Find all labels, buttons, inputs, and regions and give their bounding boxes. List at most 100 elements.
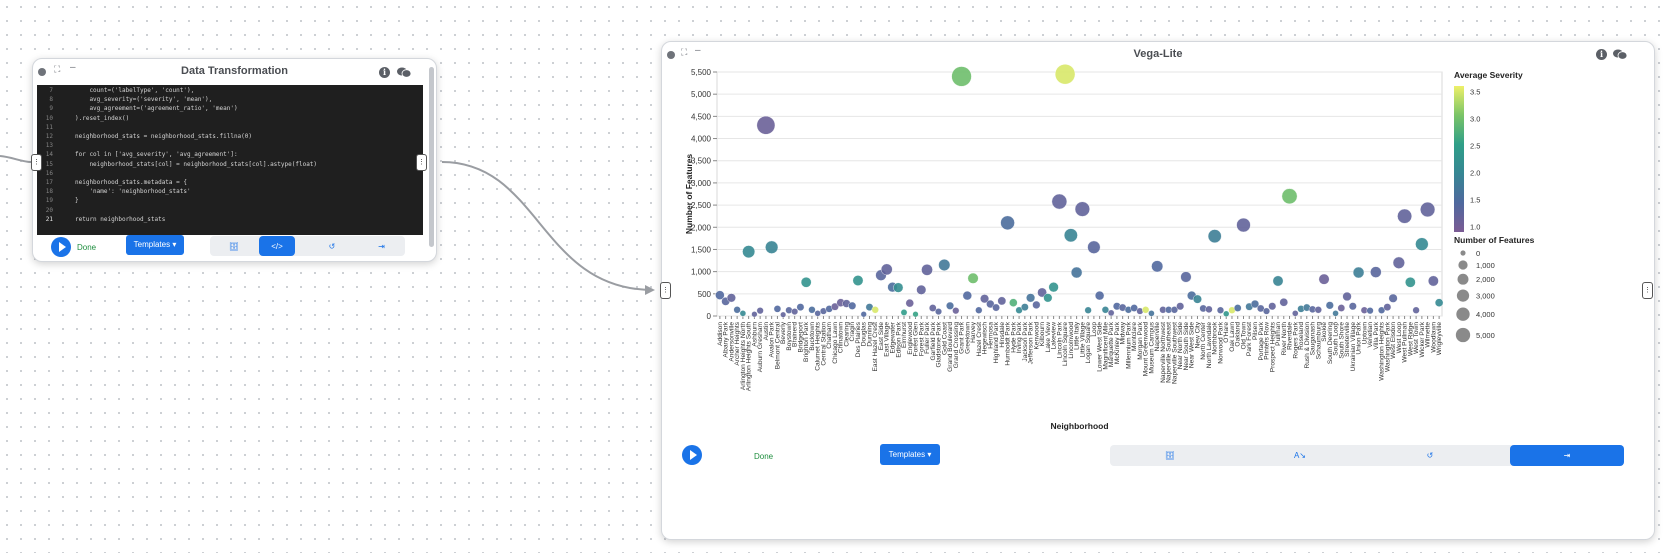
- size-legend-circle: [1456, 289, 1470, 302]
- code-tool-button[interactable]: </>: [259, 236, 295, 256]
- code-line[interactable]: 12 neighborhood_stats = neighborhood_stat…: [37, 132, 423, 141]
- x-tick-label: Highland Park: [993, 321, 1000, 363]
- x-tick-label: Gladstone Park: [936, 321, 943, 367]
- line-number: 9: [49, 105, 53, 113]
- input-handle[interactable]: ⋮: [31, 154, 42, 171]
- code-line[interactable]: 10).reset_index(): [37, 114, 423, 123]
- x-tick-label: Norwood Park: [1217, 321, 1224, 363]
- y-axis-title: Number of Features: [684, 154, 694, 235]
- code-line[interactable]: 20: [37, 206, 423, 215]
- minimize-icon[interactable]: –: [695, 45, 701, 56]
- x-tick-label: Grand Crossing: [953, 322, 960, 369]
- code-line[interactable]: 18 'name': 'neighborhood_stats': [37, 187, 423, 196]
- data-point: [1377, 306, 1386, 314]
- info-icon[interactable]: i: [379, 67, 390, 78]
- code-line[interactable]: 19}: [37, 196, 423, 205]
- code-line[interactable]: 8 avg_severity=('severity', 'mean'),: [37, 95, 423, 104]
- data-point: [871, 306, 879, 314]
- x-tick-label: River North: [1281, 322, 1288, 356]
- comments-icon[interactable]: [1613, 49, 1627, 60]
- data-point: [1043, 293, 1053, 303]
- minimize-icon[interactable]: –: [70, 62, 76, 73]
- node-header[interactable]: ⛶ – Data Transformation i: [33, 59, 436, 85]
- window-dot-icon[interactable]: [38, 68, 46, 76]
- x-tick-label: Loop: [1091, 322, 1098, 337]
- templates-button[interactable]: Templates ▾: [126, 235, 184, 255]
- info-icon[interactable]: i: [1596, 49, 1607, 60]
- database-tool-button[interactable]: 🗄: [1110, 445, 1230, 466]
- x-axis-title: Neighborhood: [1050, 421, 1108, 431]
- x-tick-label: Central Station: [820, 322, 827, 366]
- x-tick-label: Calumet Heights: [815, 321, 822, 370]
- status-done: Done: [754, 452, 774, 461]
- data-point: [1342, 291, 1352, 302]
- x-tick-label: East Village: [884, 322, 891, 357]
- node-title: Vega-Lite: [1133, 48, 1183, 60]
- node-header[interactable]: ⛶ – Vega-Lite i: [662, 42, 1654, 68]
- run-button[interactable]: [51, 237, 71, 257]
- undo-tool-button[interactable]: ↺: [308, 236, 356, 256]
- code-line[interactable]: 9 avg_agreement=('agreement_ratio', 'mea…: [37, 104, 423, 113]
- line-number: 17: [45, 179, 53, 186]
- expand-icon[interactable]: ⛶: [681, 47, 688, 57]
- line-number: 15: [45, 160, 53, 168]
- output-handle[interactable]: ⋮: [416, 154, 427, 171]
- y-tick-label: 1,500: [691, 245, 712, 254]
- size-legend-circle: [1458, 260, 1468, 270]
- data-point: [1009, 298, 1018, 307]
- size-legend-label: 5,000: [1476, 331, 1495, 340]
- expand-icon[interactable]: ⛶: [54, 64, 61, 74]
- data-point: [756, 115, 776, 135]
- node-title: Data Transformation: [181, 65, 288, 77]
- vertical-scrollbar[interactable]: [429, 67, 434, 247]
- undo-tool-button[interactable]: ↺: [1370, 445, 1490, 466]
- x-tick-label: Marquette Park: [1108, 321, 1115, 367]
- x-tick-label: Woodlawn: [1430, 322, 1437, 353]
- code-line[interactable]: 21 return neighborhood_stats: [37, 215, 423, 224]
- input-handle[interactable]: ⋮: [660, 282, 671, 299]
- x-tick-label: Belmont Central: [774, 321, 781, 369]
- export-tool-button[interactable]: ⇥: [1510, 445, 1624, 466]
- templates-button[interactable]: Templates ▾: [880, 444, 940, 465]
- x-tick-label: Wrigleyville: [1436, 322, 1443, 356]
- run-button[interactable]: [682, 445, 702, 465]
- ab-tool-button[interactable]: A↘: [1240, 445, 1360, 466]
- x-tick-label: Hinsdale: [999, 322, 1006, 348]
- line-number: 10: [45, 114, 53, 122]
- code-line[interactable]: 14 for col in ['avg_severity', 'avg_agree…: [37, 150, 423, 159]
- data-point: [1000, 215, 1015, 231]
- x-tick-label: Lincolnwood: [1068, 322, 1075, 359]
- code-line[interactable]: 15 neighborhood_stats[col] = neighborhoo…: [37, 160, 423, 169]
- tool-bar: 🗄 A↘ ↺ ⇥: [1110, 445, 1624, 466]
- x-tick-label: Beverly: [780, 321, 787, 344]
- line-number: 8: [49, 96, 53, 104]
- vega-lite-node[interactable]: ⛶ – Vega-Lite i 0 500 1,000 1,500 2,000 2,500…: [660, 41, 1655, 540]
- code-line[interactable]: 17 neighborhood_stats.metadata = {: [37, 178, 423, 187]
- x-tick-label: McKinley Park: [1114, 321, 1121, 364]
- code-line[interactable]: 7 count=('labelType', 'count'),: [37, 86, 423, 95]
- data-transformation-node[interactable]: ⛶ – Data Transformation i 7 count=('labe…: [31, 58, 437, 262]
- scatter-chart[interactable]: 0 500 1,000 1,500 2,000 2,500 3,000 3,500 4,000 4…: [662, 64, 1647, 464]
- x-tick-label: Fuller Park: [924, 321, 931, 354]
- database-tool-button[interactable]: 🗄: [210, 236, 258, 256]
- code-text: neighborhood_stats.metadata = {: [75, 179, 187, 186]
- code-line[interactable]: 16: [37, 169, 423, 178]
- output-handle[interactable]: ⋮: [1642, 282, 1653, 299]
- x-tick-label: Dunning: [866, 322, 873, 347]
- comments-icon[interactable]: [397, 67, 411, 78]
- window-dot-icon[interactable]: [667, 51, 675, 59]
- x-tick-label: Ukrainian Village: [1350, 322, 1357, 372]
- export-tool-button[interactable]: ⇥: [358, 236, 405, 256]
- data-point: [1051, 193, 1068, 210]
- data-point: [848, 301, 857, 310]
- code-editor[interactable]: 7 count=('labelType', 'count'), 8 avg_sev…: [37, 85, 423, 235]
- x-tick-label: Ashburn: [751, 322, 758, 347]
- x-tick-label: Forest Glen: [913, 322, 920, 357]
- line-number: 18: [45, 188, 53, 196]
- line-number: 21: [45, 215, 53, 223]
- x-tick-label: Museum Campus: [1148, 321, 1155, 373]
- data-point: [1142, 306, 1150, 314]
- x-tick-label: Portage Park: [1258, 321, 1265, 360]
- code-line[interactable]: 13: [37, 141, 423, 150]
- code-line[interactable]: 11: [37, 123, 423, 132]
